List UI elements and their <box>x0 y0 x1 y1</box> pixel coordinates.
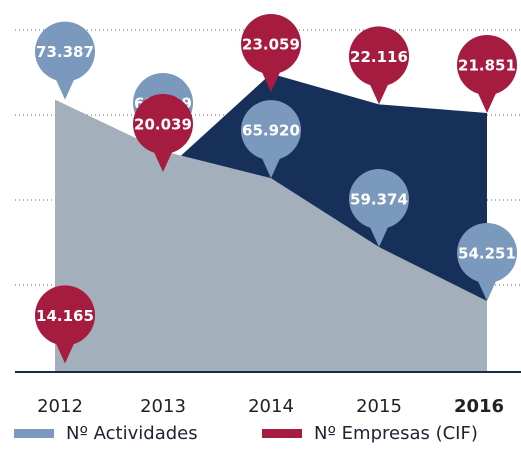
label-pin <box>369 82 389 105</box>
label-bubble <box>241 100 301 161</box>
label-bubble <box>35 285 95 346</box>
label-pin <box>261 156 281 179</box>
label-pin <box>55 341 75 364</box>
label-pin <box>477 278 497 301</box>
label-bubble <box>133 94 193 155</box>
x-tick-label: 2015 <box>356 396 402 417</box>
value-label: 59.374 <box>350 191 408 209</box>
value-label: 20.039 <box>134 116 192 134</box>
label-pin <box>153 150 173 173</box>
label-pin <box>55 77 75 100</box>
label-pin <box>369 225 389 248</box>
value-label: 54.251 <box>458 244 516 262</box>
value-label: 65.920 <box>242 122 300 140</box>
x-tick-label: 2013 <box>140 396 186 417</box>
label-pin <box>477 91 497 114</box>
legend-swatch <box>262 429 302 438</box>
legend-swatch <box>14 429 54 438</box>
x-tick-label: 2012 <box>37 396 83 417</box>
value-label: 73.387 <box>36 43 94 61</box>
legend-label: Nº Actividades <box>66 423 198 444</box>
label-bubble <box>349 26 409 87</box>
label-bubble <box>457 222 517 283</box>
x-tick-label: 2016 <box>454 396 504 417</box>
label-bubble <box>35 21 95 82</box>
label-bubble <box>457 35 517 96</box>
value-label: 23.059 <box>242 36 300 54</box>
legend-label: Nº Empresas (CIF) <box>314 423 478 444</box>
label-pin <box>261 70 281 92</box>
value-label: 14.165 <box>36 307 94 325</box>
value-label: 21.851 <box>458 57 516 75</box>
label-bubble <box>349 169 409 230</box>
value-label: 22.116 <box>350 48 408 66</box>
x-tick-label: 2014 <box>248 396 294 417</box>
label-bubble <box>241 14 301 74</box>
